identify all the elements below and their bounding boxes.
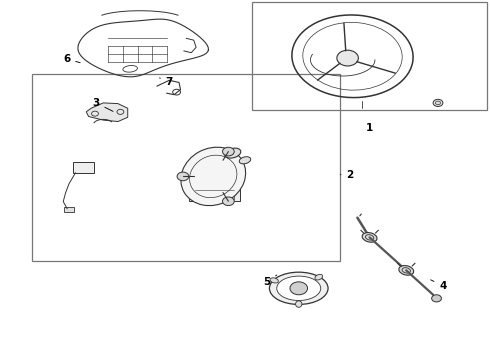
Circle shape (433, 99, 443, 107)
Ellipse shape (315, 274, 322, 280)
Ellipse shape (295, 301, 302, 307)
Circle shape (222, 197, 234, 206)
Text: 6: 6 (63, 54, 80, 64)
Ellipse shape (277, 276, 321, 301)
Text: 3: 3 (92, 98, 113, 111)
Circle shape (290, 282, 308, 295)
Bar (189, 175, 240, 201)
Text: 1: 1 (366, 123, 373, 133)
Ellipse shape (399, 266, 414, 275)
Bar (252, 3, 487, 110)
Ellipse shape (239, 157, 251, 164)
Ellipse shape (362, 233, 377, 242)
Ellipse shape (270, 278, 278, 283)
Circle shape (432, 295, 441, 302)
Bar (32, 74, 340, 261)
Ellipse shape (270, 272, 328, 305)
Ellipse shape (181, 147, 245, 206)
Text: 2: 2 (340, 170, 354, 180)
Bar (195, 179, 234, 199)
Circle shape (222, 147, 234, 156)
Bar (73, 162, 94, 173)
Ellipse shape (225, 148, 241, 158)
Polygon shape (86, 103, 128, 122)
Text: 7: 7 (160, 77, 173, 87)
Circle shape (337, 50, 358, 66)
Circle shape (177, 172, 189, 181)
Text: 4: 4 (431, 280, 446, 291)
Text: 5: 5 (263, 275, 277, 287)
Bar (64, 207, 74, 212)
